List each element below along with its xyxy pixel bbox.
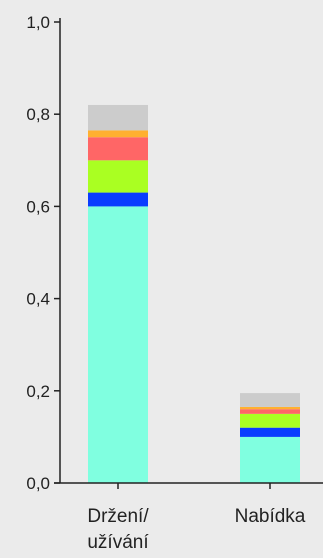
y-tick-label: 1,0 [26,13,50,32]
category-label: užívání [87,532,149,553]
bar-segment-cat0-s5 [88,105,148,130]
bar-segment-cat0-s4 [88,130,148,137]
y-tick-label: 0,0 [26,474,50,493]
bar-segment-cat1-s3 [240,409,300,414]
y-tick-label: 0,4 [26,290,50,309]
y-tick-label: 0,2 [26,382,50,401]
bar-segment-cat0-s0 [88,206,148,483]
category-label: Držení/ [87,506,149,527]
bar-segment-cat1-s0 [240,437,300,483]
bar-segment-cat1-s2 [240,414,300,428]
y-tick-label: 0,6 [26,197,50,216]
bar-segment-cat1-s1 [240,428,300,437]
bar-segment-cat1-s5 [240,393,300,407]
bar-segment-cat0-s2 [88,160,148,192]
labels-layer: Držení/užívání Nabídka [87,506,305,553]
y-tick-label: 0,8 [26,105,50,124]
bars-layer [88,105,300,483]
category-label: Nabídka [235,506,306,527]
bar-segment-cat0-s1 [88,193,148,207]
bar-segment-cat1-s4 [240,407,300,409]
bar-segment-cat0-s3 [88,137,148,160]
